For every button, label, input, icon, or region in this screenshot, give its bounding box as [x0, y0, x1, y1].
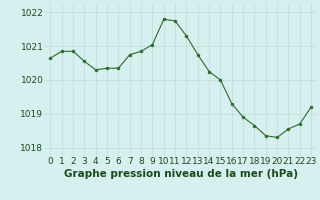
X-axis label: Graphe pression niveau de la mer (hPa): Graphe pression niveau de la mer (hPa) — [64, 169, 298, 179]
